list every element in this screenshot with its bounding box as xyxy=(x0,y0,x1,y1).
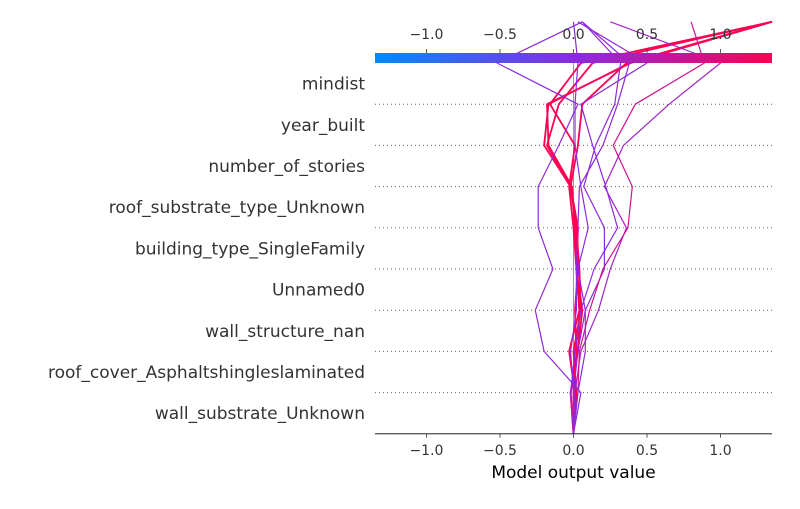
decision-line xyxy=(570,21,648,434)
x-axis-title: Model output value xyxy=(491,463,655,483)
feature-label: mindist xyxy=(302,75,365,95)
feature-label: wall_substrate_Unknown xyxy=(155,404,365,424)
feature-label: number_of_stories xyxy=(208,157,365,177)
decision-line xyxy=(549,20,773,434)
feature-label: roof_cover_Asphaltshingleslaminated xyxy=(48,363,365,383)
x-tick-label-top: −0.5 xyxy=(483,27,517,43)
decision-line xyxy=(546,20,773,434)
x-tick-label-bottom: 0.0 xyxy=(562,443,584,459)
x-tick-label-top: 0.5 xyxy=(636,27,658,43)
feature-label: wall_structure_nan xyxy=(205,322,365,342)
x-tick-label-top: 0.0 xyxy=(562,27,584,43)
decision-line xyxy=(572,21,622,434)
feature-label: roof_substrate_type_Unknown xyxy=(109,198,365,218)
feature-label: building_type_SingleFamily xyxy=(135,239,365,259)
decision-line xyxy=(572,21,589,434)
x-tick-label-top: 1.0 xyxy=(709,27,731,43)
decision-line xyxy=(496,21,583,434)
decision-line xyxy=(572,21,705,434)
feature-label: year_built xyxy=(281,116,365,136)
decision-line xyxy=(570,21,630,434)
x-tick-label-bottom: 1.0 xyxy=(709,443,731,459)
feature-label: Unnamed0 xyxy=(272,281,365,301)
x-tick-label-top: −1.0 xyxy=(409,27,443,43)
x-tick-label-bottom: −0.5 xyxy=(483,443,517,459)
x-tick-label-bottom: 0.5 xyxy=(636,443,658,459)
colorbar xyxy=(375,53,772,63)
x-tick-label-bottom: −1.0 xyxy=(409,443,443,459)
